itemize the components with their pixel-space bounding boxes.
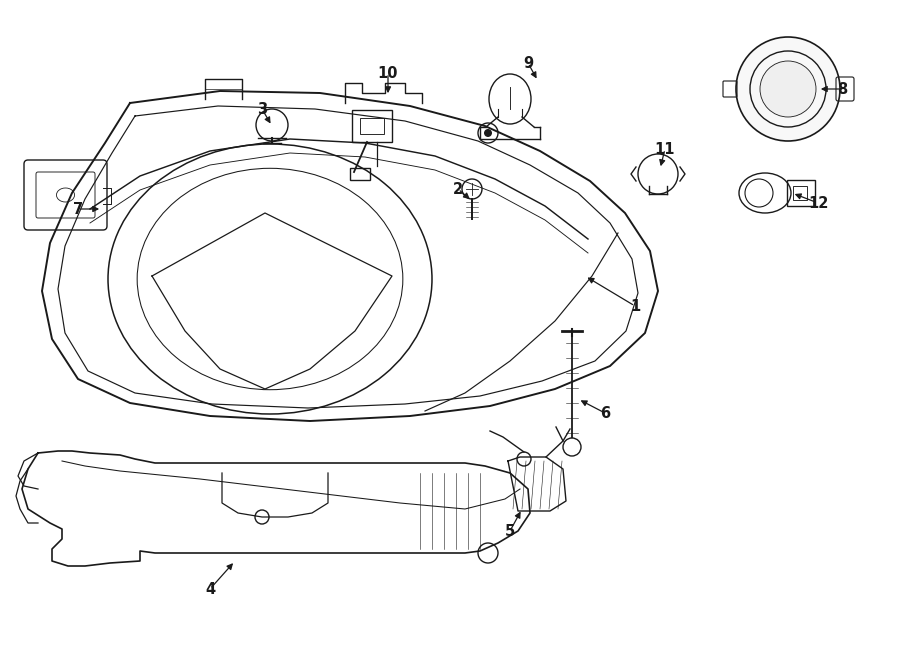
Text: 9: 9 bbox=[523, 56, 533, 71]
Text: 6: 6 bbox=[600, 405, 610, 420]
Text: 3: 3 bbox=[256, 102, 267, 116]
Circle shape bbox=[736, 37, 840, 141]
Bar bbox=[352, 110, 392, 142]
Text: 5: 5 bbox=[505, 524, 515, 539]
Bar bbox=[787, 180, 815, 206]
Text: 2: 2 bbox=[453, 182, 464, 196]
Bar bbox=[350, 168, 370, 180]
Text: 10: 10 bbox=[378, 65, 398, 81]
Text: 4: 4 bbox=[205, 582, 215, 596]
Bar bbox=[793, 186, 807, 200]
Circle shape bbox=[484, 129, 492, 137]
Circle shape bbox=[563, 438, 581, 456]
Text: 7: 7 bbox=[73, 202, 83, 217]
Text: 1: 1 bbox=[630, 299, 640, 313]
Bar bbox=[360, 118, 384, 134]
Text: 8: 8 bbox=[837, 81, 847, 97]
Text: 12: 12 bbox=[808, 196, 828, 210]
Text: 11: 11 bbox=[655, 141, 675, 157]
Circle shape bbox=[760, 61, 816, 117]
